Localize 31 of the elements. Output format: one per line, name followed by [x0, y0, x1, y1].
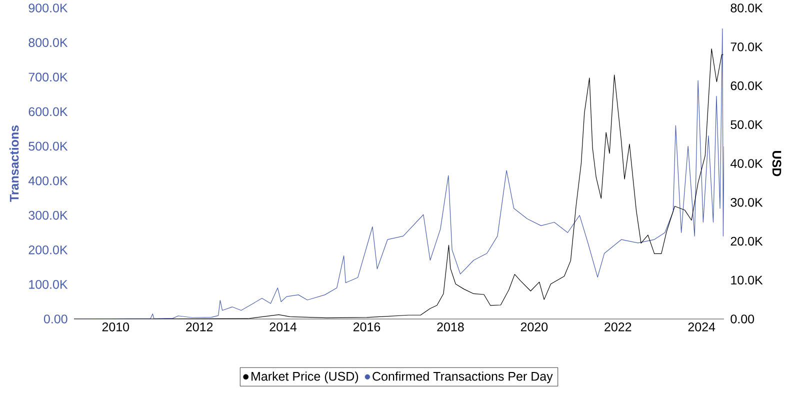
x-tick-label: 2012 [186, 322, 213, 332]
y2-tick-label: 50.0K [730, 120, 763, 130]
y2-tick-label: 20.0K [730, 236, 763, 246]
x-tick-label: 2016 [353, 322, 380, 332]
y-axis-title: Transactions [9, 125, 19, 202]
x-tick-label: 2020 [520, 322, 548, 332]
y-tick-label: 700.0K [28, 72, 68, 82]
y2-tick-label: 80.0K [730, 4, 763, 12]
y2-tick-label: 10.0K [731, 276, 763, 285]
y-tick-label: 400.0K [28, 176, 68, 186]
x-tick-label: 2010 [102, 322, 130, 332]
y-tick-label: 300.0K [28, 210, 68, 220]
legend-label: Market Price (USD) [252, 372, 358, 384]
y-tick-label: 900.0K [28, 4, 68, 12]
y-tick-label: 200.0K [28, 245, 68, 254]
y-tick-label: 500.0K [28, 142, 68, 151]
y2-tick-label: 40.0K [730, 159, 763, 168]
x-tick-label: 2014 [270, 322, 297, 332]
x-tick-label: 2022 [604, 322, 632, 332]
y2-tick-label: 70.0K [730, 42, 763, 52]
y2-axis-title: USD [772, 151, 782, 176]
x-tick-label: 2018 [437, 322, 464, 332]
y2-tick-label: 60.0K [730, 81, 763, 90]
x-tick-label: 2024 [688, 322, 716, 332]
y-tick-label: 0.00 [44, 314, 68, 324]
y2-tick-label: 30.0K [730, 198, 763, 207]
y-tick-label: 100.0K [29, 280, 68, 289]
y-tick-label: 600.0K [28, 107, 68, 116]
legend-label: Confirmed Transactions Per Day [372, 372, 553, 384]
y-tick-label: 800.0K [28, 38, 68, 47]
y2-tick-label: 0.00 [730, 314, 754, 324]
